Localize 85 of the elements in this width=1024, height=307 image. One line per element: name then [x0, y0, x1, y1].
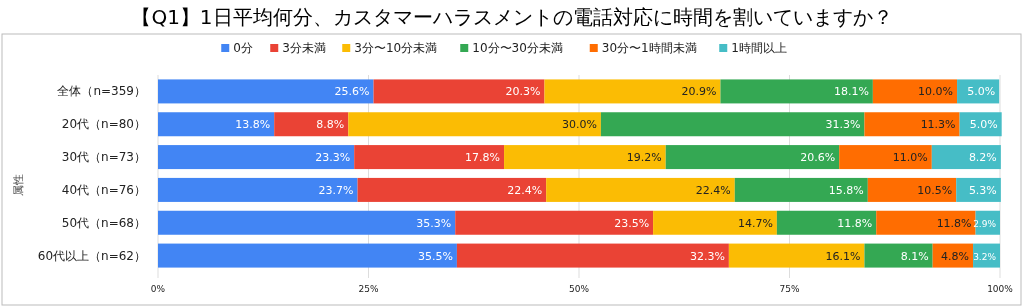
bar [665, 145, 840, 170]
x-tick-label: 75% [779, 284, 800, 294]
bar [956, 177, 1001, 202]
data-label: 22.4% [695, 183, 731, 197]
bar [456, 243, 729, 268]
bar [546, 177, 735, 202]
y-tick-label: 30代（n=73） [61, 150, 146, 165]
data-label: 35.3% [416, 216, 452, 230]
legend-label: 0分 [233, 41, 253, 55]
bar [931, 145, 1001, 170]
data-label: 10.5% [917, 183, 953, 197]
bar [864, 243, 933, 268]
data-label: 23.3% [315, 151, 351, 165]
data-label: 17.8% [465, 151, 501, 165]
bar [776, 210, 877, 235]
data-label: 20.6% [800, 151, 836, 165]
bar [544, 79, 721, 104]
bar [158, 79, 374, 104]
data-label: 14.7% [737, 216, 773, 230]
bar [158, 210, 456, 235]
bar [653, 210, 777, 235]
data-label: 5.0% [967, 85, 996, 99]
y-tick-label: 50代（n=68） [61, 215, 146, 230]
data-label: 22.4% [507, 183, 543, 197]
data-label: 11.0% [892, 151, 928, 165]
y-tick-label: 40代（n=76） [61, 182, 146, 197]
legend-label: 30分〜1時間未満 [601, 41, 697, 55]
data-label: 18.1% [833, 85, 869, 99]
data-label: 8.8% [316, 118, 345, 132]
x-tick-label: 0% [150, 284, 166, 294]
data-label: 20.3% [505, 85, 541, 99]
bar [357, 177, 547, 202]
bar [504, 145, 666, 170]
x-tick-label: 100% [987, 284, 1014, 294]
data-label: 16.1% [825, 249, 861, 263]
bar [455, 210, 654, 235]
bar [734, 177, 868, 202]
bar [876, 210, 976, 235]
data-label: 8.2% [968, 151, 997, 165]
bar [872, 79, 958, 104]
bar [354, 145, 505, 170]
data-label: 23.5% [614, 216, 650, 230]
data-label: 11.8% [837, 216, 873, 230]
bar [158, 145, 355, 170]
data-label: 3.2% [973, 251, 997, 262]
bar [373, 79, 545, 104]
bar [158, 243, 457, 268]
y-tick-label: 60代以上（n=62） [37, 248, 146, 263]
data-label: 15.8% [828, 183, 864, 197]
bar [274, 112, 349, 137]
bar [600, 112, 865, 137]
data-label: 10.0% [918, 85, 954, 99]
bar [720, 79, 873, 104]
data-label: 31.3% [825, 118, 861, 132]
bar [864, 112, 960, 137]
data-label: 35.5% [417, 249, 453, 263]
data-label: 13.8% [235, 118, 271, 132]
bar [158, 177, 358, 202]
data-label: 30.0% [561, 118, 597, 132]
bar [158, 112, 275, 137]
data-label: 5.3% [968, 183, 997, 197]
legend-label: 3分未満 [282, 41, 326, 55]
data-label: 23.7% [318, 183, 354, 197]
chart-title: 【Q1】1日平均何分、カスタマーハラスメントの電話対応に時間を割いていますか？ [131, 5, 893, 29]
data-label: 32.3% [689, 249, 725, 263]
bar [728, 243, 865, 268]
data-label: 11.3% [920, 118, 956, 132]
bar [348, 112, 601, 137]
x-tick-label: 25% [358, 284, 379, 294]
data-label: 20.9% [681, 85, 717, 99]
bar [867, 177, 957, 202]
data-label: 4.8% [941, 249, 970, 263]
data-label: 25.6% [334, 85, 370, 99]
data-label: 19.2% [626, 151, 662, 165]
data-label: 5.0% [969, 118, 998, 132]
x-tick-label: 50% [568, 284, 590, 294]
data-label: 8.1% [900, 249, 929, 263]
y-axis-title: 属性 [12, 174, 25, 196]
legend-label: 10分〜30分未満 [472, 41, 563, 55]
data-label: 11.8% [936, 216, 972, 230]
legend-label: 3分〜10分未満 [354, 41, 438, 55]
y-tick-label: 20代（n=80） [61, 117, 146, 132]
y-tick-label: 全体（n=359） [57, 84, 146, 99]
bar [839, 145, 932, 170]
legend-label: 1時間以上 [731, 41, 787, 55]
